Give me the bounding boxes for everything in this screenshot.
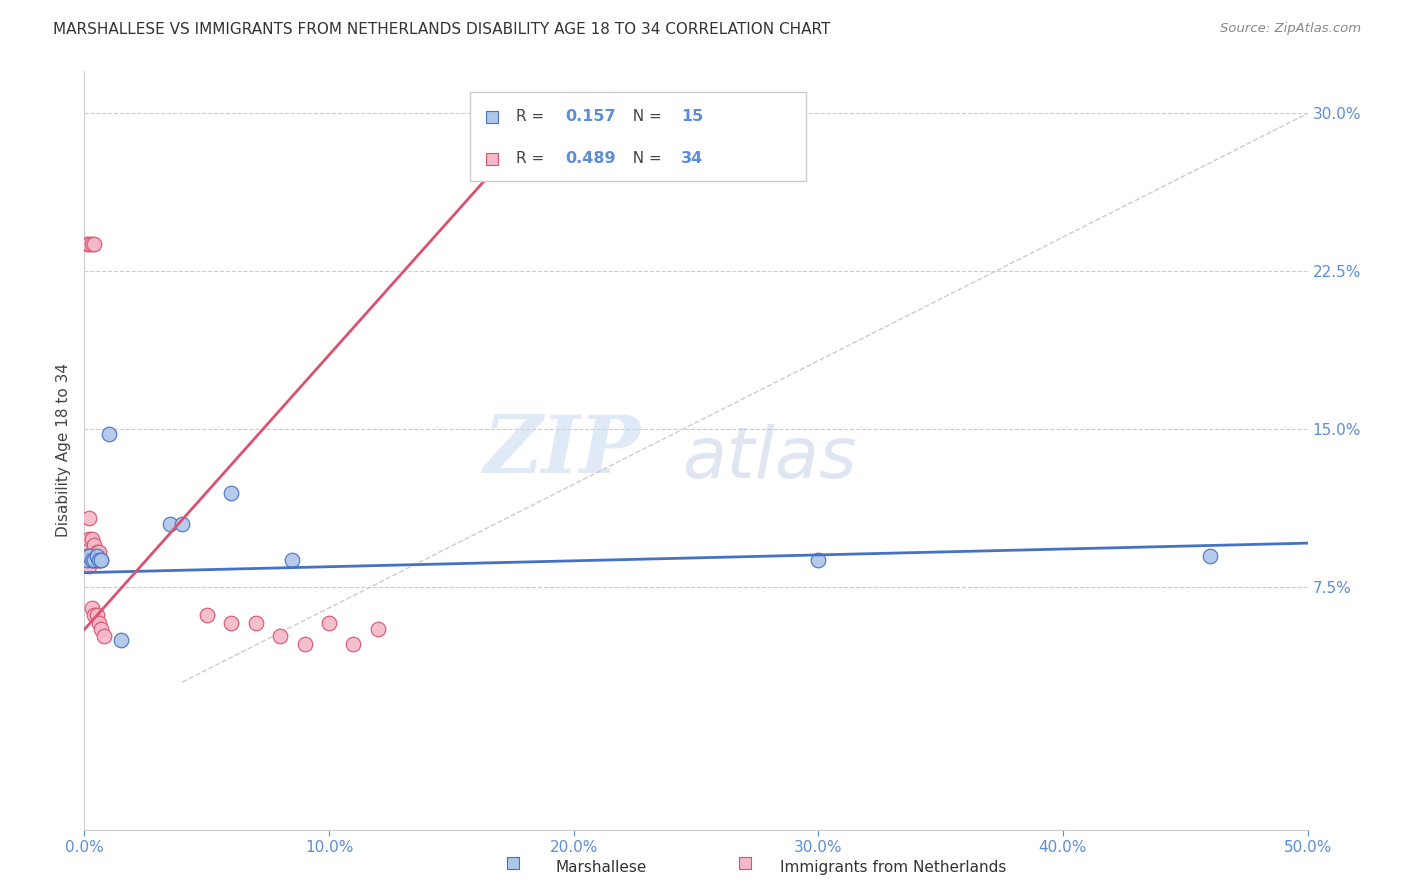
Point (80, 544, 103, 558)
Point (110, 633, 132, 648)
Point (80, 553, 103, 567)
Point (86, 553, 108, 567)
Point (77, 549, 100, 563)
Point (159, 517, 181, 532)
Text: Immigrants from Netherlands: Immigrants from Netherlands (780, 860, 1007, 874)
Point (90, 623, 112, 637)
Point (76, 549, 98, 563)
Point (87, 544, 110, 558)
Text: 34: 34 (682, 152, 703, 167)
Point (90, 553, 112, 567)
Point (1198, 549, 1220, 563)
Text: ZIP: ZIP (484, 412, 641, 489)
Point (86, 544, 108, 558)
Point (294, 637, 316, 651)
Point (76, 553, 98, 567)
Point (502, 855, 524, 870)
Point (342, 637, 364, 651)
Text: MARSHALLESE VS IMMIGRANTS FROM NETHERLANDS DISABILITY AGE 18 TO 34 CORRELATION C: MARSHALLESE VS IMMIGRANTS FROM NETHERLAN… (53, 22, 831, 37)
Text: N =: N = (623, 110, 666, 124)
Point (172, 517, 194, 532)
Point (195, 607, 218, 622)
Point (77, 237, 100, 252)
Point (367, 623, 389, 637)
Point (807, 553, 830, 567)
Text: Source: ZipAtlas.com: Source: ZipAtlas.com (1220, 22, 1361, 36)
Point (87, 616, 110, 631)
Point (90, 553, 112, 567)
Y-axis label: Disability Age 18 to 34: Disability Age 18 to 34 (56, 363, 72, 538)
Point (97, 426, 120, 441)
Point (86, 549, 108, 563)
Text: R =: R = (516, 110, 550, 124)
FancyBboxPatch shape (470, 92, 806, 181)
Point (83, 607, 105, 622)
Text: 15: 15 (682, 110, 703, 124)
Point (269, 629, 291, 643)
Point (219, 485, 242, 500)
Point (77, 559, 100, 574)
Point (83, 553, 105, 567)
Point (77, 511, 100, 525)
Point (87, 553, 110, 567)
Text: atlas: atlas (682, 424, 856, 492)
Point (86, 607, 108, 622)
Text: Marshallese: Marshallese (555, 860, 647, 874)
Point (76, 237, 98, 252)
Text: R =: R = (516, 152, 550, 167)
Point (76, 553, 98, 567)
Point (83, 538, 105, 552)
Text: 0.157: 0.157 (565, 110, 616, 124)
Point (219, 616, 242, 631)
Text: N =: N = (623, 152, 666, 167)
Point (80, 601, 103, 615)
Point (77, 549, 100, 563)
Point (80, 553, 103, 567)
Text: 0.489: 0.489 (565, 152, 616, 167)
Point (87, 553, 110, 567)
Point (83, 553, 105, 567)
Point (80, 237, 103, 252)
Point (93, 629, 115, 643)
Point (318, 616, 340, 631)
Point (77, 532, 100, 546)
Point (80, 532, 103, 546)
Point (734, 855, 756, 870)
Point (245, 616, 267, 631)
Point (83, 237, 105, 252)
Point (281, 553, 304, 567)
